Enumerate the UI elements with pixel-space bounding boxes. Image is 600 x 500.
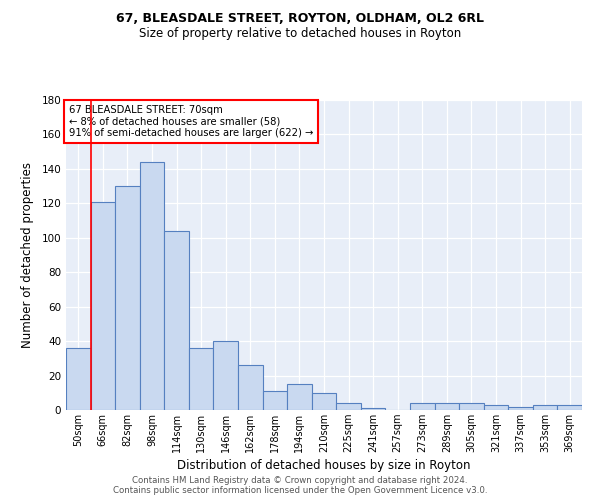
Text: Contains HM Land Registry data © Crown copyright and database right 2024.: Contains HM Land Registry data © Crown c… <box>132 476 468 485</box>
Text: 67 BLEASDALE STREET: 70sqm
← 8% of detached houses are smaller (58)
91% of semi-: 67 BLEASDALE STREET: 70sqm ← 8% of detac… <box>68 104 313 138</box>
Bar <box>459 403 484 410</box>
Bar <box>91 202 115 410</box>
Bar <box>533 405 557 410</box>
X-axis label: Distribution of detached houses by size in Royton: Distribution of detached houses by size … <box>177 459 471 472</box>
Bar <box>410 403 434 410</box>
Bar <box>361 408 385 410</box>
Bar <box>164 231 189 410</box>
Bar <box>140 162 164 410</box>
Text: Size of property relative to detached houses in Royton: Size of property relative to detached ho… <box>139 28 461 40</box>
Bar <box>214 341 238 410</box>
Bar <box>434 403 459 410</box>
Bar <box>312 393 336 410</box>
Bar <box>66 348 91 410</box>
Bar <box>287 384 312 410</box>
Bar <box>557 405 582 410</box>
Bar <box>263 391 287 410</box>
Y-axis label: Number of detached properties: Number of detached properties <box>22 162 34 348</box>
Bar <box>238 365 263 410</box>
Text: 67, BLEASDALE STREET, ROYTON, OLDHAM, OL2 6RL: 67, BLEASDALE STREET, ROYTON, OLDHAM, OL… <box>116 12 484 26</box>
Bar <box>508 406 533 410</box>
Bar <box>484 405 508 410</box>
Bar <box>336 403 361 410</box>
Bar <box>189 348 214 410</box>
Text: Contains public sector information licensed under the Open Government Licence v3: Contains public sector information licen… <box>113 486 487 495</box>
Bar <box>115 186 140 410</box>
